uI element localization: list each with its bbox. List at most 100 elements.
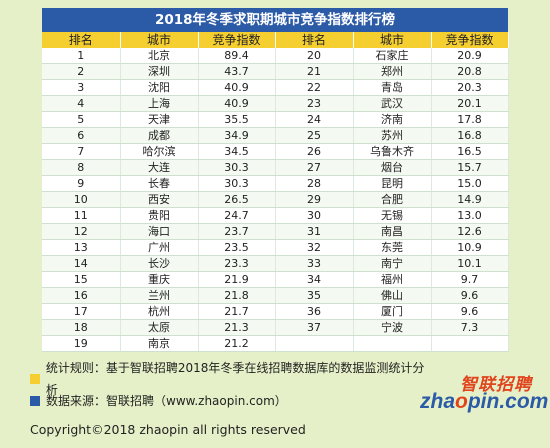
cell-index-left: 21.2	[198, 335, 276, 352]
cell-rank-left: 3	[42, 79, 121, 96]
cell-rank-right: 32	[275, 239, 354, 256]
cell-index-right: 20.3	[431, 79, 509, 96]
cell-rank-left: 11	[42, 207, 121, 224]
cell-rank-left: 16	[42, 287, 121, 304]
cell-index-left: 40.9	[198, 79, 276, 96]
cell-rank-left: 4	[42, 95, 121, 112]
cell-index-left: 34.5	[198, 143, 276, 160]
table-row: 18 太原 21.3 37 宁波 7.3	[42, 319, 509, 336]
cell-rank-left: 14	[42, 255, 121, 272]
cell-city-left: 大连	[120, 159, 199, 176]
ranking-table-container: 2018年冬季求职期城市竞争指数排行榜 排名 城市 竞争指数 排名 城市 竞争指…	[42, 8, 509, 352]
cell-city-left: 成都	[120, 127, 199, 144]
cell-city-right: 厦门	[353, 303, 432, 320]
cell-rank-right: 36	[275, 303, 354, 320]
note-rule-text: 统计规则：基于智联招聘2018年冬季在线招聘数据库的数据监测统计分析	[45, 361, 425, 397]
note-source-text: 数据来源：智联招聘（www.zhaopin.com）	[46, 394, 287, 408]
cell-rank-left: 8	[42, 159, 121, 176]
cell-city-left: 天津	[120, 111, 199, 128]
cell-city-right: 青岛	[353, 79, 432, 96]
notes-block: 统计规则：基于智联招聘2018年冬季在线招聘数据库的数据监测统计分析 数据来源：…	[30, 361, 430, 412]
cell-city-left: 太原	[120, 319, 199, 336]
cell-index-right	[431, 335, 509, 352]
cell-rank-right	[275, 335, 354, 352]
cell-index-right: 16.5	[431, 143, 509, 160]
cell-city-left: 海口	[120, 223, 199, 240]
cell-index-right: 20.1	[431, 95, 509, 112]
cell-rank-right: 21	[275, 63, 354, 80]
cell-index-right: 9.7	[431, 271, 509, 288]
cell-index-right: 14.9	[431, 191, 509, 208]
table-row: 5 天津 35.5 24 济南 17.8	[42, 111, 509, 128]
logo-en-text: zhaopin.com	[420, 390, 548, 414]
cell-rank-right: 33	[275, 255, 354, 272]
table-row: 1 北京 89.4 20 石家庄 20.9	[42, 48, 509, 64]
table-row: 16 兰州 21.8 35 佛山 9.6	[42, 287, 509, 304]
cell-city-right: 南昌	[353, 223, 432, 240]
table-row: 10 西安 26.5 29 合肥 14.9	[42, 191, 509, 208]
cell-rank-left: 12	[42, 223, 121, 240]
cell-city-left: 兰州	[120, 287, 199, 304]
cell-rank-left: 15	[42, 271, 121, 288]
cell-index-right: 15.7	[431, 159, 509, 176]
cell-rank-right: 24	[275, 111, 354, 128]
table-row: 9 长春 30.3 28 昆明 15.0	[42, 175, 509, 192]
copyright-text: Copyright©2018 zhaopin all rights reserv…	[30, 422, 306, 437]
cell-index-right: 7.3	[431, 319, 509, 336]
cell-index-left: 30.3	[198, 159, 276, 176]
cell-city-left: 哈尔滨	[120, 143, 199, 160]
table-row: 13 广州 23.5 32 东莞 10.9	[42, 239, 509, 256]
cell-city-right: 昆明	[353, 175, 432, 192]
cell-rank-left: 10	[42, 191, 121, 208]
table-row: 2 深圳 43.7 21 郑州 20.8	[42, 63, 509, 80]
cell-index-left: 24.7	[198, 207, 276, 224]
logo-en-post: pin.com	[467, 390, 549, 413]
cell-city-right: 烟台	[353, 159, 432, 176]
cell-index-left: 34.9	[198, 127, 276, 144]
logo-cn-text: 智联招聘	[460, 375, 532, 395]
cell-rank-right: 31	[275, 223, 354, 240]
cell-city-left: 沈阳	[120, 79, 199, 96]
cell-index-left: 35.5	[198, 111, 276, 128]
cell-city-right: 合肥	[353, 191, 432, 208]
cell-index-right: 12.6	[431, 223, 509, 240]
cell-index-left: 89.4	[198, 48, 276, 64]
cell-city-right	[353, 335, 432, 352]
cell-rank-right: 27	[275, 159, 354, 176]
cell-index-right: 9.6	[431, 303, 509, 320]
header-city-right: 城市	[353, 32, 432, 48]
header-city-left: 城市	[120, 32, 199, 48]
cell-rank-right: 34	[275, 271, 354, 288]
cell-city-right: 南宁	[353, 255, 432, 272]
table-row: 12 海口 23.7 31 南昌 12.6	[42, 223, 509, 240]
cell-rank-right: 22	[275, 79, 354, 96]
cell-rank-right: 30	[275, 207, 354, 224]
note-rule: 统计规则：基于智联招聘2018年冬季在线招聘数据库的数据监测统计分析	[30, 361, 430, 397]
yellow-square-icon	[30, 374, 40, 384]
table-row: 6 成都 34.9 25 苏州 16.8	[42, 127, 509, 144]
table-row: 8 大连 30.3 27 烟台 15.7	[42, 159, 509, 176]
cell-index-left: 23.3	[198, 255, 276, 272]
ranking-table: 排名 城市 竞争指数 排名 城市 竞争指数 1 北京 89.4 20 石家庄 20.9 2 深…	[42, 32, 509, 352]
cell-city-left: 西安	[120, 191, 199, 208]
cell-rank-left: 5	[42, 111, 121, 128]
cell-index-right: 9.6	[431, 287, 509, 304]
cell-city-left: 重庆	[120, 271, 199, 288]
blue-square-icon	[30, 396, 40, 406]
cell-rank-left: 2	[42, 63, 121, 80]
cell-rank-left: 1	[42, 48, 121, 64]
cell-index-right: 15.0	[431, 175, 509, 192]
cell-rank-right: 20	[275, 48, 354, 64]
table-row: 11 贵阳 24.7 30 无锡 13.0	[42, 207, 509, 224]
cell-index-right: 20.9	[431, 48, 509, 64]
header-index-right: 竞争指数	[431, 32, 509, 48]
cell-index-right: 13.0	[431, 207, 509, 224]
cell-index-right: 16.8	[431, 127, 509, 144]
header-index-left: 竞争指数	[198, 32, 276, 48]
cell-rank-right: 25	[275, 127, 354, 144]
cell-city-left: 广州	[120, 239, 199, 256]
cell-city-right: 乌鲁木齐	[353, 143, 432, 160]
cell-rank-right: 35	[275, 287, 354, 304]
table-row: 4 上海 40.9 23 武汉 20.1	[42, 95, 509, 112]
table-title: 2018年冬季求职期城市竞争指数排行榜	[42, 8, 508, 32]
